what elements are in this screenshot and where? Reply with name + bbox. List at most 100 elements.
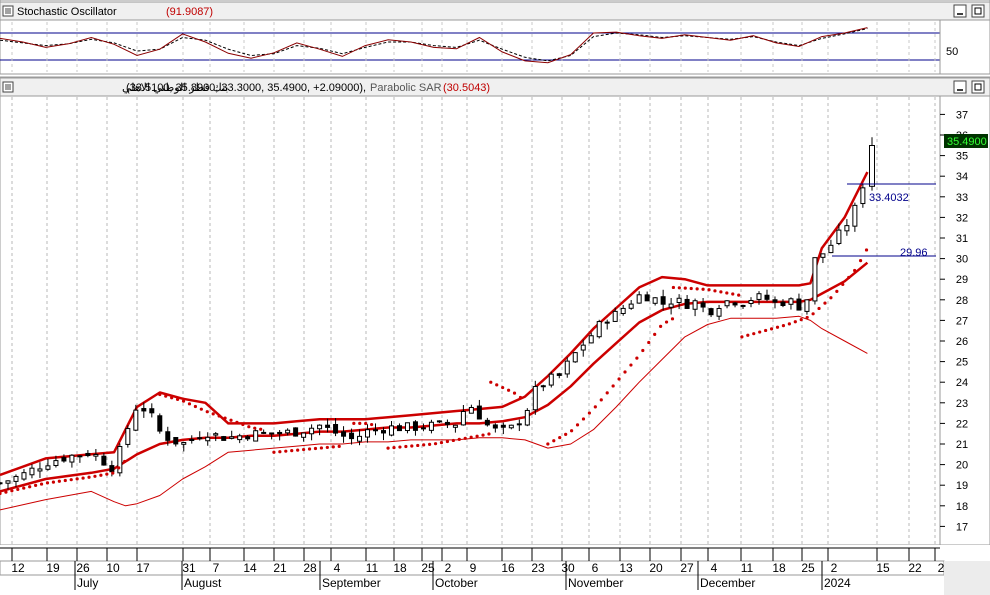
candle-body (69, 454, 75, 463)
day-tick-label: 31 (182, 561, 196, 575)
sar-dot (290, 449, 294, 453)
candle-body (700, 302, 706, 308)
sar-dot (358, 421, 362, 425)
day-tick-label: 20 (649, 561, 663, 575)
sar-dot (489, 380, 493, 384)
candle-body (476, 405, 482, 420)
y-tick-label: 33 (956, 192, 968, 204)
candle-body (317, 424, 323, 430)
sar-dot (746, 333, 750, 337)
day-tick-label: 27 (680, 561, 694, 575)
panel-minimize-button[interactable] (953, 4, 967, 18)
candle-body (85, 452, 91, 457)
candle-body (197, 437, 203, 440)
sar-dot (506, 388, 511, 392)
candle-body (237, 435, 243, 441)
y-tick-label: 21 (956, 439, 968, 451)
sar-dot (664, 320, 669, 324)
candle-body (373, 429, 379, 432)
candle-body (285, 429, 291, 434)
candle-body (13, 475, 19, 482)
candle-body (141, 408, 147, 412)
time-axis: 12 19 26 10 17 31 7 14 21 28 4 11 18 25 2 9 16 23 30 6 13 20 2… (0, 545, 990, 595)
candle-body (660, 296, 666, 305)
day-tick-label: 11 (366, 561, 379, 575)
sar-dot (587, 411, 591, 415)
price-panel-maximize-button[interactable] (971, 80, 985, 94)
stochastic-title: Stochastic Oscillator (17, 6, 117, 18)
y-tick-label: 34 (956, 171, 968, 183)
sar-dot (677, 286, 681, 290)
bollinger-upper-line (0, 171, 869, 477)
candle-body (852, 204, 858, 227)
y-tick-label: 22 (956, 418, 968, 430)
panel-maximize-button[interactable] (971, 4, 985, 18)
sar-dot (223, 416, 227, 420)
candle-body (516, 423, 522, 426)
sar-dot (22, 486, 26, 490)
sar-dot (487, 432, 491, 436)
sar-dot (272, 450, 276, 454)
stochastic-k-line (0, 27, 868, 64)
sar-dot (433, 442, 438, 446)
candle-body (253, 430, 259, 442)
candle-body (213, 433, 219, 436)
sar-dot (713, 289, 717, 293)
sar-dot (416, 443, 420, 448)
candle-body (341, 431, 347, 437)
sar-dot (87, 475, 91, 479)
month-label: September (322, 576, 381, 590)
sar-dot (199, 407, 203, 411)
candle-body (524, 409, 530, 426)
sar-dot (39, 482, 44, 486)
day-tick-label: 10 (106, 561, 120, 575)
candle-body (333, 424, 339, 434)
sar-dot (51, 480, 56, 484)
candle-body (636, 294, 642, 304)
sar-dot (93, 474, 97, 478)
level-label-2: 29.96 (900, 247, 928, 259)
candle-body (812, 257, 818, 302)
candle-body (428, 421, 434, 431)
sar-dot (853, 268, 857, 273)
candle-body (548, 373, 554, 386)
month-label: December (700, 576, 755, 590)
sar-dot (253, 426, 257, 430)
sar-dot (605, 391, 609, 395)
y-tick-label: 32 (956, 212, 968, 224)
candle-body (301, 432, 307, 438)
candle-body (468, 406, 474, 414)
price-panel-minimize-button[interactable] (953, 80, 967, 94)
sar-dot (57, 479, 61, 483)
y-tick-label: 24 (956, 377, 968, 389)
sar-dot (575, 423, 580, 427)
sar-dot (364, 421, 368, 426)
candle-body (269, 432, 275, 435)
candle-body (452, 424, 458, 428)
sar-dot (111, 471, 115, 475)
sar-dot (75, 477, 79, 481)
candle-body (692, 300, 698, 310)
day-tick-label: 12 (11, 561, 25, 575)
candle-body (380, 430, 386, 434)
candle-body (45, 465, 51, 470)
day-tick-label: 17 (136, 561, 150, 575)
sar-dot (864, 248, 869, 252)
day-tick-label: 13 (619, 561, 633, 575)
sar-dot (445, 439, 450, 444)
day-tick-label: 11 (741, 561, 754, 575)
day-tick-label: 4 (334, 561, 341, 575)
sar-dot (34, 483, 38, 488)
candle-body (117, 446, 123, 474)
sar-dot (217, 414, 221, 418)
sar-dot (410, 444, 414, 448)
y-tick-label: 19 (956, 480, 968, 492)
candle-body (860, 187, 866, 205)
stochastic-plot (0, 22, 940, 72)
day-tick-label: 22 (908, 561, 922, 575)
y-tick-label: 28 (956, 295, 968, 307)
candle-body (261, 431, 267, 434)
price-plot (0, 137, 875, 511)
sar-dot (623, 370, 627, 374)
sar-dot (463, 436, 467, 440)
